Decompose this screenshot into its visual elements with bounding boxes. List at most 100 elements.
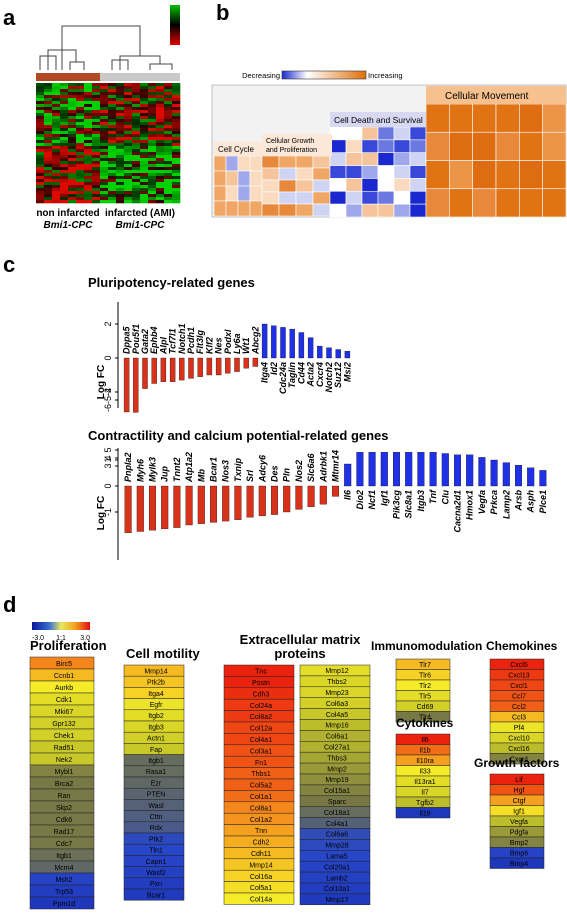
heatmap-cell (92, 146, 101, 150)
heatmap-cell (140, 128, 149, 132)
chart2-title: Contractility and calcium potential-rela… (88, 428, 389, 443)
treemap-tile (393, 190, 411, 205)
treemap-labels: Cell Cycle Cellular Growth and Prolifera… (214, 86, 566, 156)
heatmap-cell (84, 197, 93, 201)
heatmap-cell (60, 182, 69, 186)
heatmap-cell (148, 92, 157, 96)
group-bar-noninfarcted (36, 73, 100, 81)
heatmap-cell (132, 101, 141, 105)
treemap-tile (361, 165, 379, 179)
heatmap-cell (76, 137, 85, 141)
heatmap-cell (36, 122, 45, 126)
heatmap-cell (132, 143, 141, 147)
heatmap-cell (172, 98, 181, 102)
bar (243, 357, 249, 369)
heatmap-cell (84, 83, 93, 87)
heatmap-cell (148, 119, 157, 123)
bar (252, 357, 259, 367)
treemap-tile (225, 170, 239, 187)
heatmap-cell (116, 161, 125, 165)
treemap-tile (377, 139, 395, 154)
gene-label: Col4a1 (326, 821, 348, 828)
heatmap-cell (52, 125, 61, 129)
chart2: 5 4 31 0 -1 Pnpla2 Myh6 Mylk3 Jup Tnnt2 Atp1a2 Mb Bc… (103, 447, 548, 560)
heatmap-cell (156, 134, 165, 138)
heatmap-cell (108, 149, 117, 153)
heatmap-cell (92, 167, 101, 171)
gene-label: Col8a1 (250, 805, 272, 812)
heatmap-cell (116, 170, 125, 174)
heatmap-cell (140, 92, 149, 96)
heatmap-cell (76, 107, 85, 111)
treemap-tile (377, 203, 395, 218)
treemap-tile (312, 167, 331, 181)
heatmap-cell (124, 158, 133, 162)
legend-decreasing: Decreasing (242, 71, 280, 80)
heatmap-cell (148, 128, 157, 132)
heatmap-cell (44, 92, 53, 96)
heatmap-cell (92, 179, 101, 183)
heatmap-cell (100, 173, 109, 177)
heatmap-cell (100, 200, 109, 204)
gene-label: Wasf2 (146, 870, 166, 877)
bar (258, 485, 266, 517)
heatmap-cell (100, 101, 109, 105)
heatmap-cell (68, 194, 77, 198)
heatmap-cell (148, 107, 157, 111)
heatmap-cell (84, 182, 93, 186)
panel-b: b Decreasing -2.076 Increasing 5.043 Cel… (200, 0, 567, 245)
heatmap-cell (52, 128, 61, 132)
bar (123, 357, 130, 413)
heatmap-cell (36, 98, 45, 102)
heatmap-cell (76, 110, 85, 114)
treemap-tile (377, 165, 395, 179)
heatmap-cell (92, 137, 101, 141)
heatmap-cell (124, 188, 133, 192)
heatmap-cell (60, 176, 69, 180)
heatmap-cell (156, 194, 165, 198)
heatmap-cell (156, 197, 165, 201)
bar (136, 485, 144, 532)
heatmap-cell (84, 140, 93, 144)
treemap-tile (393, 139, 411, 154)
heatmap-cell (44, 143, 53, 147)
heatmap-cell (164, 101, 173, 105)
bar (514, 465, 523, 487)
heatmap-cell (116, 197, 125, 201)
heatmap-cell (60, 116, 69, 120)
heatmap-cell (36, 155, 45, 159)
treemap-tile (361, 178, 379, 192)
heatmap-cell (44, 89, 53, 93)
treemap-tile (278, 155, 297, 169)
heatmap-cell (76, 200, 85, 204)
heatmap-cell (124, 194, 133, 198)
heatmap-cell (52, 83, 61, 87)
heatmap-cell (164, 164, 173, 168)
scale-max: 3.0 (80, 635, 90, 642)
heatmap-cell (489, 857, 545, 869)
treemap-tile (261, 191, 280, 205)
heatmap-cell (52, 173, 61, 177)
heatmap-cell (52, 113, 61, 117)
cat-growth-line2: and Proliferation (266, 147, 317, 154)
heatmap-cell (60, 149, 69, 153)
heatmap-cell (156, 155, 165, 159)
bar (295, 485, 303, 510)
heatmap-cell (44, 86, 53, 90)
heatmap-cell (92, 158, 101, 162)
heatmap-cell (92, 182, 101, 186)
heatmap-cell (116, 200, 125, 204)
heatmap-cell (84, 194, 93, 198)
heatmap-cell (140, 119, 149, 123)
heatmap-cell (84, 107, 93, 111)
heatmap-cell (116, 128, 125, 132)
gene-label: Col1a2 (250, 817, 272, 824)
bar (197, 485, 205, 524)
heatmap-cell (116, 194, 125, 198)
gene-label: Itga4 (148, 691, 164, 698)
bar (478, 457, 486, 487)
heatmap-cell (108, 113, 117, 117)
category-label: Il6 (343, 489, 353, 500)
gene-label: Col1a1 (250, 794, 272, 801)
treemap-tile (425, 160, 450, 190)
